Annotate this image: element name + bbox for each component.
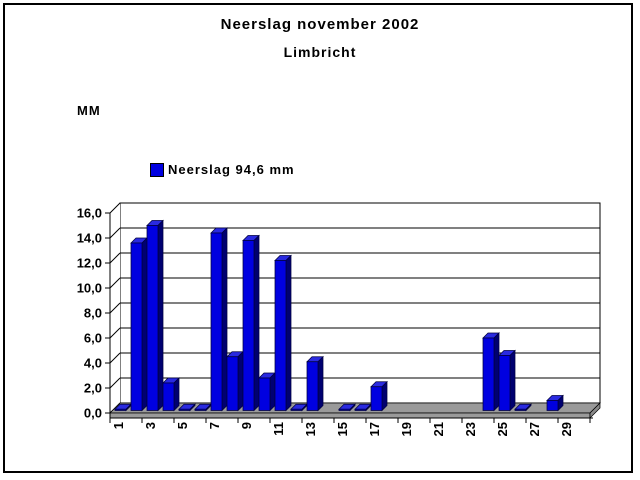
bar-day-12	[290, 408, 303, 411]
bar-day-7	[210, 232, 223, 411]
bar-day-25	[498, 355, 511, 411]
chart-subtitle: Limbricht	[283, 44, 357, 60]
side-wall-gridline	[109, 327, 121, 339]
x-tick-label: 11	[271, 422, 286, 436]
bar-day-5	[178, 408, 191, 411]
y-axis-unit-label: MM	[77, 103, 101, 118]
chart-floor-front	[109, 412, 591, 419]
bar-side-day-17	[381, 380, 388, 412]
x-tick-label: 5	[175, 422, 190, 429]
legend: Neerslag 94,6 mm	[150, 162, 295, 177]
x-tick-label: 25	[495, 422, 510, 436]
y-tick-label: 14,0	[77, 231, 102, 246]
x-tick-label: 13	[303, 422, 318, 436]
x-tick-label: 15	[335, 422, 350, 436]
bar-day-4	[162, 382, 175, 411]
chart-floor-side	[589, 402, 601, 419]
bar-day-6	[194, 408, 207, 411]
x-tick-label: 17	[367, 422, 382, 436]
x-tick-label: 27	[527, 422, 542, 436]
y-tick-label: 12,0	[77, 256, 102, 271]
y-tick-label: 8,0	[84, 306, 102, 321]
bar-side-day-7	[221, 227, 228, 412]
side-wall-gridline	[109, 302, 121, 314]
bar-day-16	[354, 408, 367, 411]
bar-side-day-9	[253, 234, 260, 412]
y-tick-label: 10,0	[77, 281, 102, 296]
side-wall-gridline	[109, 277, 121, 289]
bar-side-day-25	[509, 349, 516, 412]
bar-side-day-3	[157, 219, 164, 412]
bar-day-9	[242, 240, 255, 411]
side-wall-gridline	[109, 377, 121, 389]
chart-title: Neerslag november 2002	[220, 16, 420, 33]
bar-day-13	[306, 361, 319, 411]
bar-side-day-2	[141, 237, 148, 412]
bar-day-8	[226, 356, 239, 411]
bar-side-day-4	[173, 377, 180, 412]
bar-day-17	[370, 386, 383, 411]
legend-marker-icon	[150, 162, 164, 177]
bar-day-10	[258, 377, 271, 411]
bar-day-2	[130, 242, 143, 411]
x-tick-label: 29	[559, 422, 574, 436]
page-border-frame	[3, 3, 633, 473]
bar-day-3	[146, 225, 159, 411]
side-wall-gridline	[109, 202, 121, 214]
bar-side-day-8	[237, 350, 244, 412]
bar-day-28	[546, 400, 559, 411]
y-tick-label: 0,0	[84, 406, 102, 421]
y-tick-label: 6,0	[84, 331, 102, 346]
y-tick-label: 4,0	[84, 356, 102, 371]
side-wall-gridline	[109, 227, 121, 239]
bar-side-day-13	[317, 355, 324, 412]
bar-day-1	[114, 408, 127, 411]
side-wall-gridline	[109, 252, 121, 264]
side-wall-gridline	[109, 352, 121, 364]
y-tick-label: 2,0	[84, 381, 102, 396]
x-tick-label: 23	[463, 422, 478, 436]
bar-side-day-11	[285, 254, 292, 412]
x-tick-label: 9	[239, 422, 254, 429]
x-tick-label: 3	[143, 422, 158, 429]
bar-day-24	[482, 337, 495, 411]
x-tick-label: 19	[399, 422, 414, 436]
bar-day-15	[338, 408, 351, 411]
bar-day-26	[514, 408, 527, 411]
legend-label: Neerslag 94,6 mm	[168, 162, 295, 177]
x-tick-label: 21	[431, 422, 446, 436]
x-tick-label: 7	[207, 422, 222, 429]
bar-side-day-10	[269, 372, 276, 412]
bar-side-day-24	[493, 332, 500, 412]
y-tick-label: 16,0	[77, 206, 102, 221]
bar-day-11	[274, 260, 287, 411]
x-tick-label: 1	[111, 422, 126, 429]
